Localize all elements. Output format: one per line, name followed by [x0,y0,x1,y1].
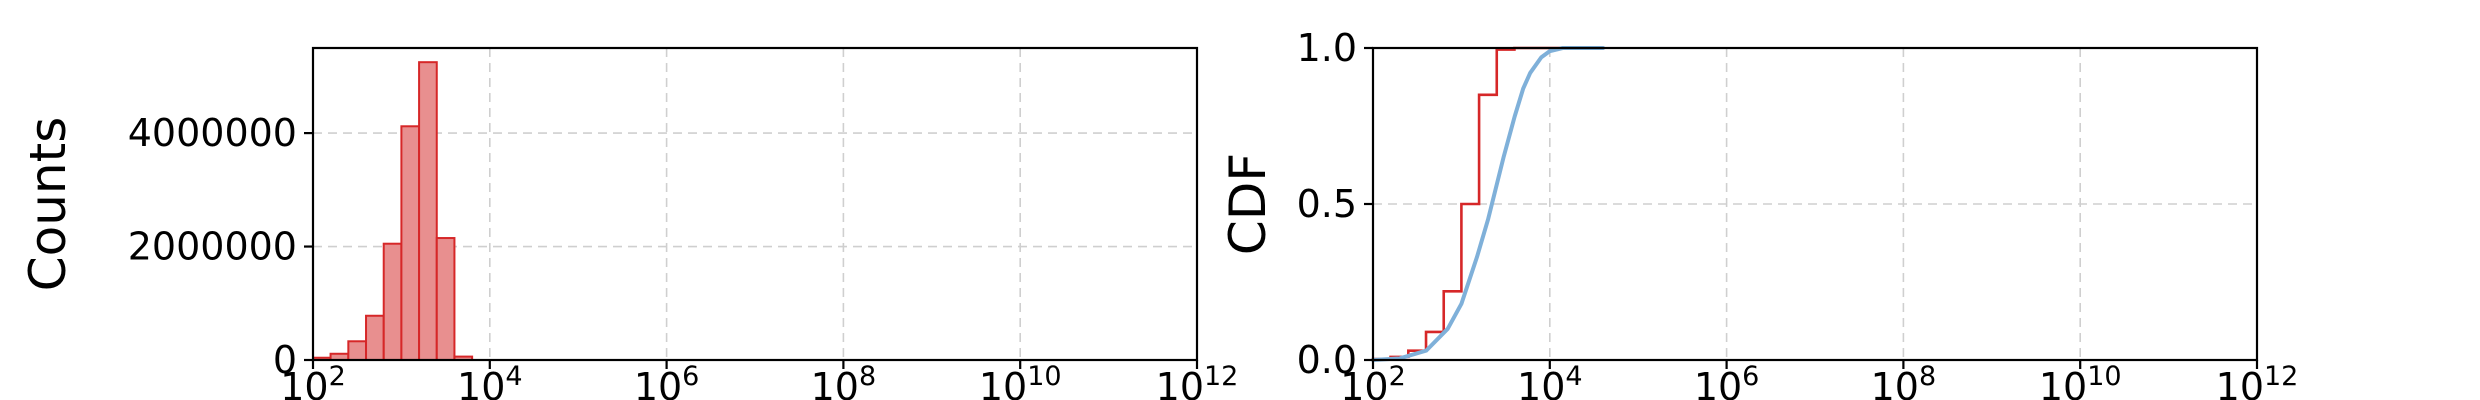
y-axis-label: CDF [1219,153,1277,255]
histogram-bar [400,125,421,362]
x-tick-label-exponent: 2 [1389,361,1406,392]
x-tick-label-exponent: 4 [505,361,522,392]
x-tick-label-base: 10 [811,365,859,400]
x-tick-label: 108 [1871,361,1937,400]
x-tick-label: 1012 [2216,361,2299,400]
x-tick-label-base: 10 [979,365,1027,400]
x-tick-label-base: 10 [1517,365,1565,400]
x-tick-label-base: 10 [2216,365,2264,400]
y-tick-label: 0.0 [1297,338,1357,382]
axes-frame [311,46,1199,362]
x-tick-label: 106 [634,361,700,400]
x-tick-label-exponent: 6 [1742,361,1759,392]
histogram-bar [365,314,385,361]
x-tick-label-exponent: 2 [329,361,346,392]
x-tick-label-base: 10 [1694,365,1742,400]
x-tick-label-exponent: 10 [1027,361,1061,392]
x-tick-label: 1010 [2039,361,2122,400]
x-tick-label: 106 [1694,361,1760,400]
x-tick-label: 1012 [1156,361,1239,400]
histogram-bar [435,237,456,361]
x-tick-label-exponent: 4 [1565,361,1582,392]
x-tick-label-base: 10 [634,365,682,400]
x-tick-label-base: 10 [280,365,328,400]
y-tick-label: 1.0 [1297,26,1357,70]
x-tick-label: 102 [280,361,346,400]
x-tick-label-exponent: 6 [682,361,699,392]
x-tick-label: 102 [1340,361,1406,400]
x-tick-label-base: 10 [457,365,505,400]
x-tick-label-exponent: 8 [859,361,876,392]
x-tick-label-exponent: 12 [2264,361,2298,392]
y-axis-label: Counts [19,117,77,292]
histogram-bar [347,340,368,361]
x-tick-label-exponent: 8 [1919,361,1936,392]
x-tick-label-exponent: 10 [2087,361,2121,392]
x-tick-label-base: 10 [2039,365,2087,400]
y-tick-label: 2000000 [128,225,297,269]
x-tick-label-exponent: 12 [1204,361,1238,392]
x-tick-label: 108 [811,361,877,400]
x-tick-label-base: 10 [1871,365,1919,400]
y-tick-label: 0.5 [1297,182,1357,226]
histogram-bar [418,61,438,361]
histogram-panel: 102 104 106 108 1010 1012020000004000000Count… [19,46,1239,400]
x-tick-label-base: 10 [1340,365,1388,400]
x-tick-label-base: 10 [1156,365,1204,400]
x-tick-label: 104 [457,361,523,400]
histogram-bar [382,242,403,361]
y-tick-label: 0 [273,338,297,382]
y-tick-label: 4000000 [128,111,297,155]
x-tick-label: 104 [1517,361,1583,400]
cdf-fitted-curve [1371,46,1606,362]
x-tick-label: 1010 [979,361,1062,400]
